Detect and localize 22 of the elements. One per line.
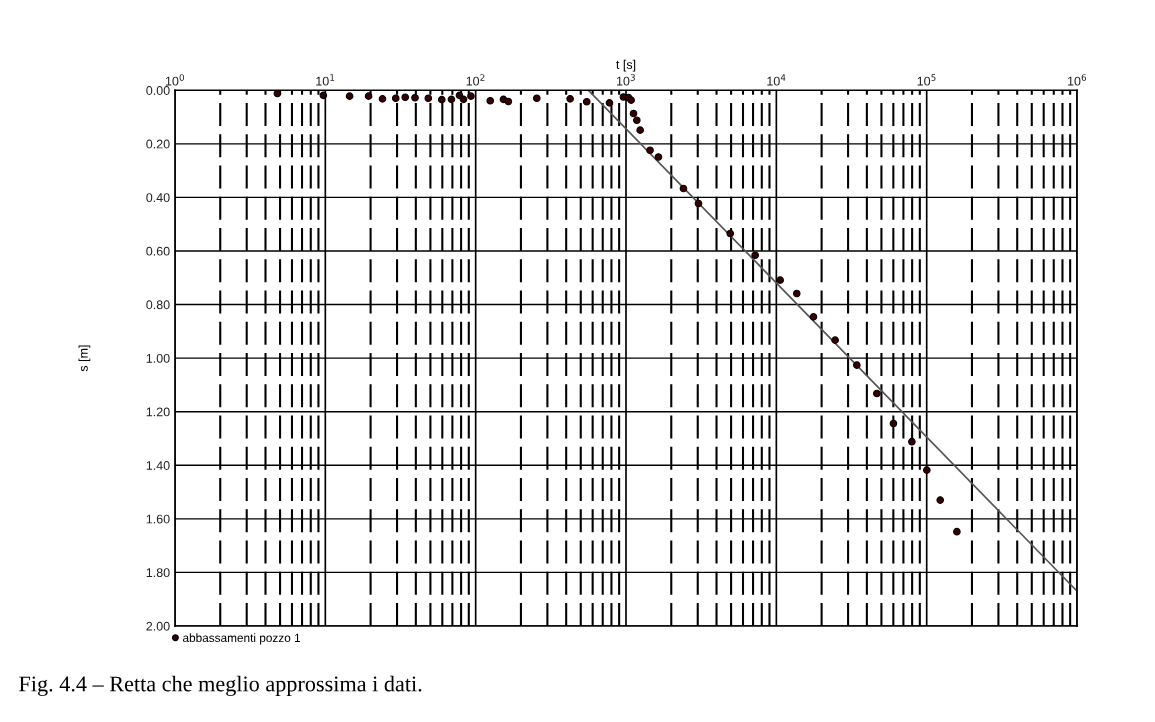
x-tick-label: 10$^{3}$ [616,74,635,86]
legend-label: abbassamenti pozzo 1 [182,633,301,645]
y-tick-label: 1.20 [146,407,170,417]
y-tick-label: 1.00 [146,353,170,363]
x-tick-label: 10$^{4}$ [767,74,786,86]
y-tick-label: 1.40 [146,461,170,470]
y-tick-label: 2.00 [146,621,170,631]
y-tick-label: 0.40 [146,193,170,203]
y-tick-label: 0.80 [146,300,170,310]
y-tick-label: 0.20 [146,139,170,149]
x-tick-label: 10$^{1}$ [316,74,335,86]
caption: Fig. 4.4 – Retta che meglio approssima i dati. [19,675,422,697]
x-tick-label: 10$^{6}$ [1067,74,1087,86]
x-tick-label: 10$^{2}$ [466,74,485,86]
x-tick-label: 10$^{5}$ [917,74,936,86]
y-tick-label: 1.60 [146,514,170,524]
y-tick-label: 0.60 [146,246,170,256]
y-tick-label: 0.00 [146,86,170,95]
y-tick-label: 1.80 [146,568,170,578]
x-tick-label: 10$^{0}$ [165,74,184,86]
y-axis-title: s [m] [78,345,91,372]
x-axis-title: t [s] [616,59,636,72]
